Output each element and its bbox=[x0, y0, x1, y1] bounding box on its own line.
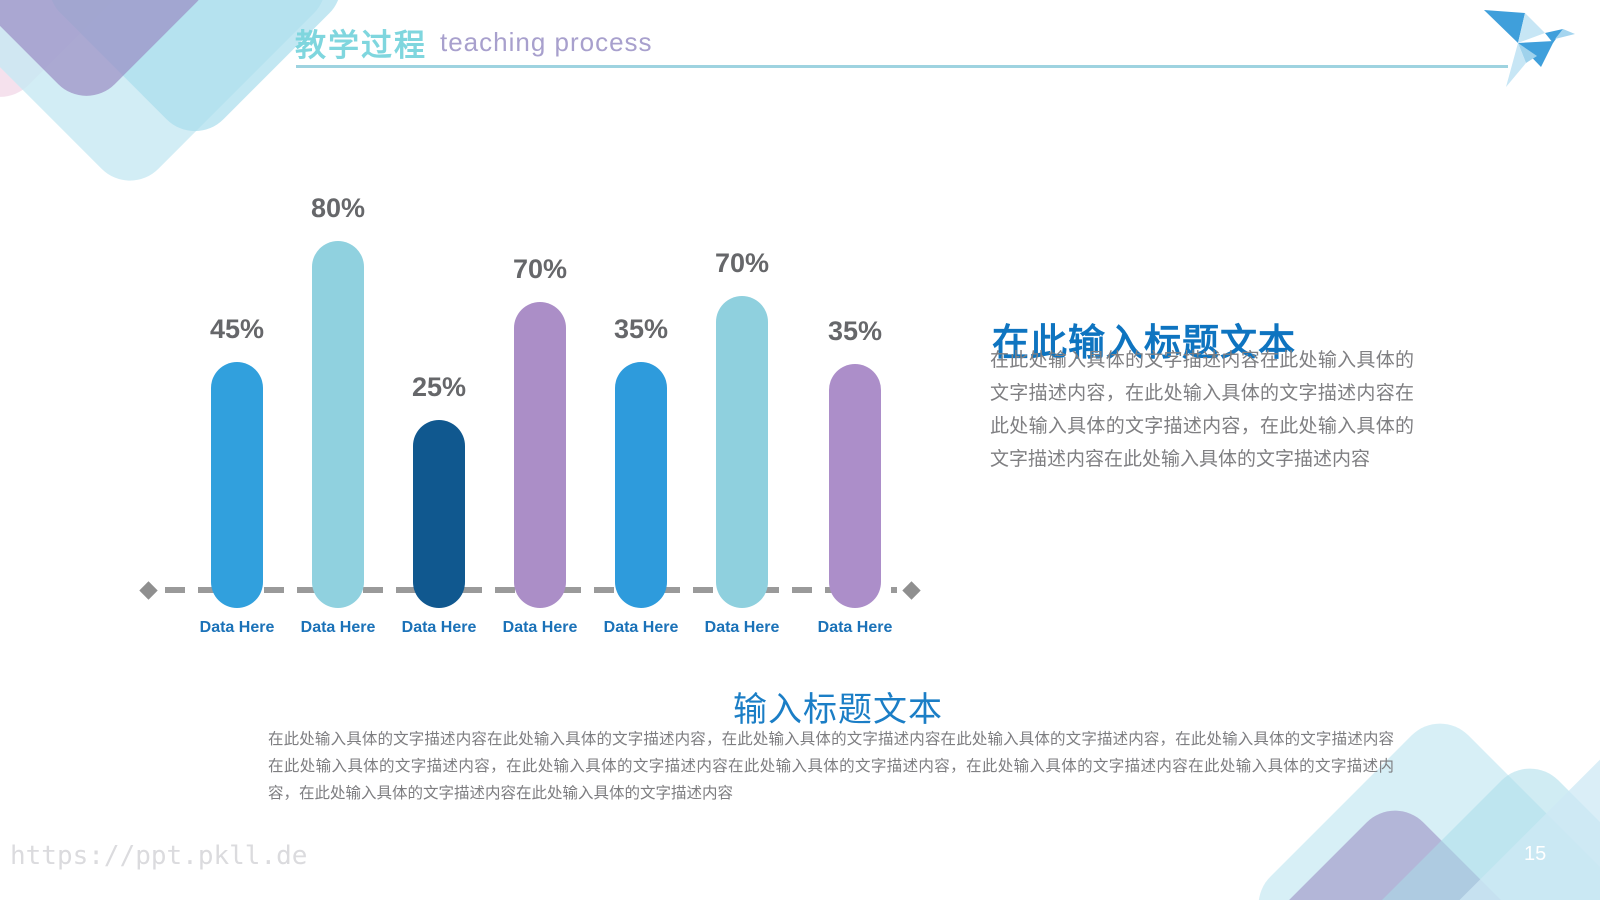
bar-5 bbox=[615, 362, 667, 608]
origami-bird-icon bbox=[1484, 10, 1575, 87]
page-number: 15 bbox=[1524, 843, 1547, 865]
bar-7 bbox=[829, 364, 881, 608]
bar-value-label-1: 45% bbox=[209, 314, 265, 344]
bar-value-label-4: 70% bbox=[512, 254, 568, 284]
bar-category-label-6: Data Here bbox=[704, 619, 780, 636]
bar-category-label-5: Data Here bbox=[603, 619, 679, 636]
bar-value-label-3: 25% bbox=[411, 372, 467, 402]
axis-left-diamond bbox=[139, 581, 158, 600]
bar-category-label-4: Data Here bbox=[502, 619, 578, 636]
bar-6 bbox=[716, 296, 768, 608]
bar-3 bbox=[413, 420, 465, 608]
bar-category-label-2: Data Here bbox=[300, 619, 376, 636]
bar-value-label-6: 70% bbox=[714, 248, 770, 278]
bar-2 bbox=[312, 241, 364, 608]
axis-right-diamond bbox=[902, 581, 921, 600]
chart-caption-body: 在此处输入具体的文字描述内容在此处输入具体的文字描述内容，在此处输入具体的文字描… bbox=[268, 731, 1394, 802]
bar-4 bbox=[514, 302, 566, 608]
right-section-title: 在此输入标题文本 bbox=[992, 321, 1296, 363]
bar-category-label-7: Data Here bbox=[817, 619, 893, 636]
page-title: 教学过程 bbox=[295, 28, 427, 63]
bar-1 bbox=[211, 362, 263, 608]
right-section-body: 在此处输入具体的文字描述内容在此处输入具体的文字描述内容，在此处输入具体的文字描… bbox=[990, 350, 1414, 470]
bar-category-label-3: Data Here bbox=[401, 619, 477, 636]
bar-value-label-7: 35% bbox=[827, 316, 883, 346]
chart-caption-title: 输入标题文本 bbox=[733, 691, 943, 729]
watermark-url: https://ppt.pkll.de bbox=[10, 841, 308, 871]
header-underline bbox=[296, 65, 1508, 68]
bar-category-label-1: Data Here bbox=[199, 619, 275, 636]
page-subtitle: teaching process bbox=[440, 27, 653, 57]
bar-value-label-5: 35% bbox=[613, 314, 669, 344]
bar-value-label-2: 80% bbox=[310, 193, 366, 223]
